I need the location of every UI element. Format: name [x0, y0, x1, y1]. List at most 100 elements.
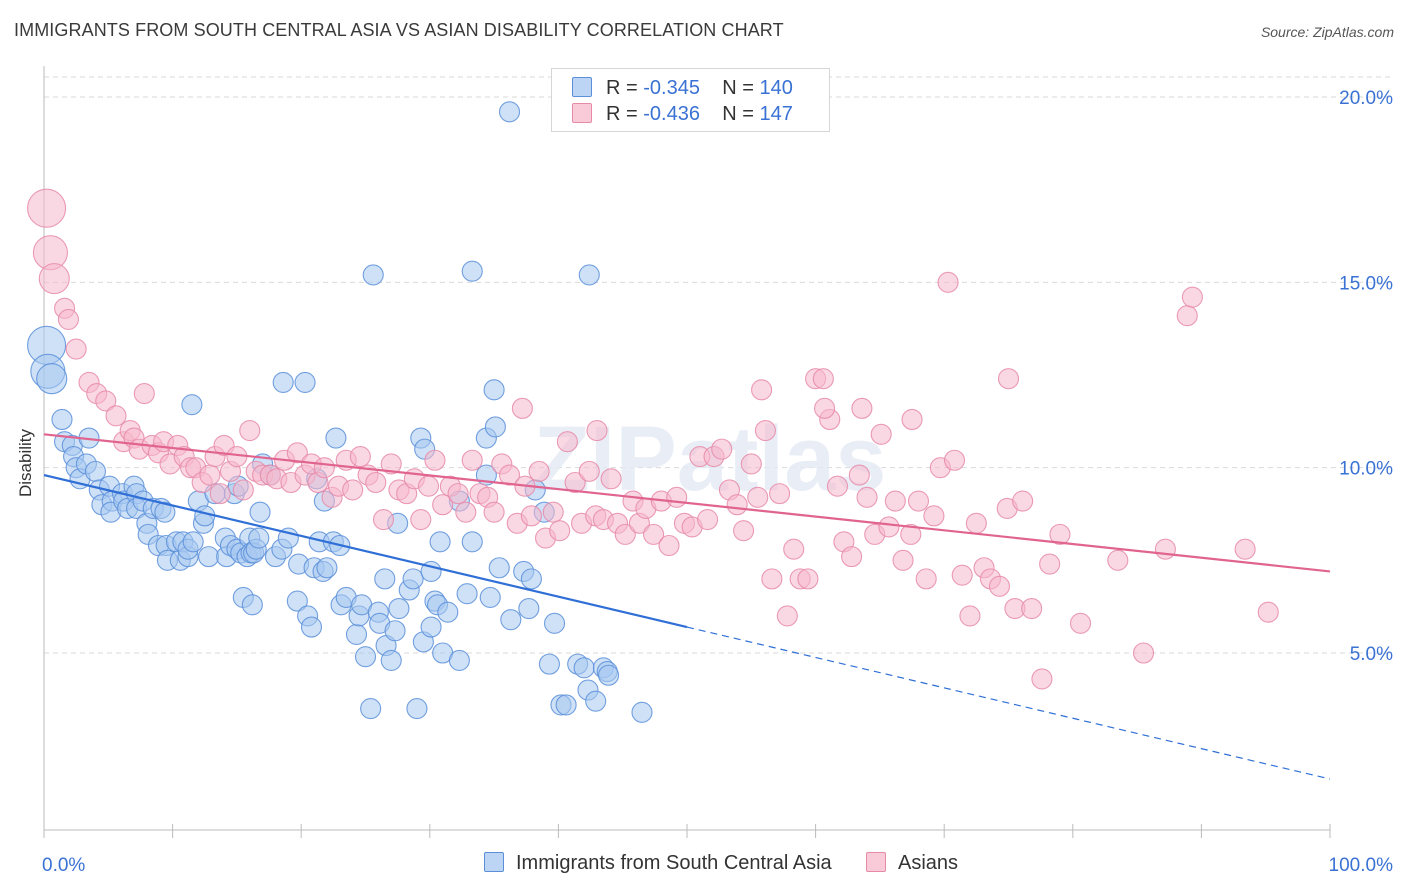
y-tick-label: 10.0% — [1339, 459, 1393, 480]
scatter-point — [870, 423, 892, 445]
scatter-point — [500, 609, 522, 631]
scatter-point — [884, 490, 906, 512]
scatter-point — [429, 531, 451, 553]
scatter-point — [543, 612, 566, 634]
scatter-point — [783, 538, 805, 560]
scatter-point — [848, 464, 870, 486]
scatter-point — [658, 534, 680, 557]
scatter-point — [420, 616, 442, 638]
scatter-point — [456, 583, 478, 605]
x-tick-labels: 0.0% 100.0% — [42, 855, 1393, 876]
scatter-point — [455, 501, 477, 523]
scatter-point — [520, 568, 542, 590]
scatter-point — [447, 483, 469, 505]
scatter-point — [965, 512, 987, 534]
scatter-point — [325, 427, 347, 449]
scatter-point — [900, 523, 922, 545]
stats-legend: R = -0.345 N = 140 R = -0.436 N = 147 — [551, 68, 830, 132]
scatter-point — [878, 516, 900, 538]
scatter-point — [57, 308, 79, 330]
scatter-point — [388, 597, 410, 620]
scatter-point — [555, 694, 577, 716]
x-tick-label: 100.0% — [1329, 855, 1394, 876]
y-tick-label: 5.0% — [1350, 644, 1393, 665]
scatter-point — [747, 486, 769, 508]
bottom-legend-label: Asians — [898, 852, 959, 874]
legend-swatch-pink — [572, 103, 592, 123]
bottom-legend-label: Immigrants from South Central Asia — [516, 852, 832, 874]
scatter-point — [51, 408, 73, 431]
legend-row-immigrants: R = -0.345 N = 140 — [572, 77, 793, 101]
series-asians-points — [27, 188, 1279, 690]
scatter-point — [105, 405, 127, 427]
chart-title: IMMIGRANTS FROM SOUTH CENTRAL ASIA VS AS… — [14, 20, 784, 40]
scatter-point — [769, 483, 791, 505]
scatter-point — [479, 586, 501, 608]
scatter-point — [711, 438, 733, 460]
scatter-point — [666, 486, 688, 508]
scatter-point — [232, 479, 254, 501]
scatter-point — [209, 483, 231, 505]
scatter-point — [697, 509, 719, 531]
scatter-point — [498, 464, 521, 486]
scatter-point — [937, 271, 959, 293]
scatter-point — [498, 101, 521, 123]
scatter-point — [239, 420, 261, 442]
scatter-point — [892, 549, 914, 571]
scatter-point — [1257, 601, 1279, 623]
scatter-point — [959, 605, 981, 627]
scatter-point — [578, 264, 600, 286]
scatter-point — [751, 379, 773, 401]
scatter-point — [1107, 549, 1129, 571]
scatter-point — [402, 568, 424, 590]
scatter-point — [437, 601, 459, 623]
scatter-point — [573, 657, 595, 679]
scatter-point — [38, 263, 70, 295]
y-tick-label: 20.0% — [1339, 88, 1393, 109]
legend-r-label: R = — [606, 103, 638, 125]
scatter-point — [1154, 538, 1176, 560]
scatter-point — [1012, 490, 1034, 512]
scatter-point — [294, 371, 316, 393]
scatter-point — [272, 371, 294, 393]
scatter-point — [585, 690, 607, 712]
scatter-point — [36, 363, 68, 395]
scatter-point — [1031, 668, 1053, 690]
trend-lines — [43, 433, 1331, 780]
scatter-point — [384, 620, 406, 642]
scatter-point — [432, 494, 454, 516]
scatter-point — [360, 698, 382, 720]
scatter-point — [643, 523, 665, 545]
scatter-point — [907, 490, 930, 512]
scatter-point — [65, 338, 87, 360]
y-axis-label: Disability — [16, 428, 35, 497]
scatter-point — [448, 649, 470, 671]
scatter-point — [461, 260, 483, 282]
scatter-point — [488, 557, 510, 579]
scatter-point — [733, 520, 755, 542]
scatter-point — [1234, 538, 1256, 560]
bottom-legend-swatch-pink — [866, 852, 886, 872]
legend-swatch-blue — [572, 77, 592, 97]
scatter-point — [814, 397, 836, 419]
scatter-point — [776, 605, 798, 627]
scatter-point — [380, 649, 402, 671]
scatter-point — [406, 698, 428, 720]
scatter-point — [761, 568, 783, 590]
scatter-point — [812, 368, 834, 390]
legend-n-label: N = — [722, 103, 754, 125]
scatter-point — [528, 460, 550, 482]
scatter-point — [520, 505, 542, 527]
scatter-point — [181, 394, 203, 416]
scatter-point — [349, 445, 371, 468]
scatter-point — [614, 523, 636, 545]
trend-line-immigrants — [43, 474, 688, 629]
scatter-point — [410, 509, 432, 531]
legend-n-label: N = — [722, 77, 754, 99]
scatter-point — [286, 590, 308, 612]
scatter-point — [538, 653, 560, 675]
scatter-point — [316, 557, 338, 579]
scatter-point — [483, 379, 505, 401]
scatter-point — [556, 431, 578, 453]
